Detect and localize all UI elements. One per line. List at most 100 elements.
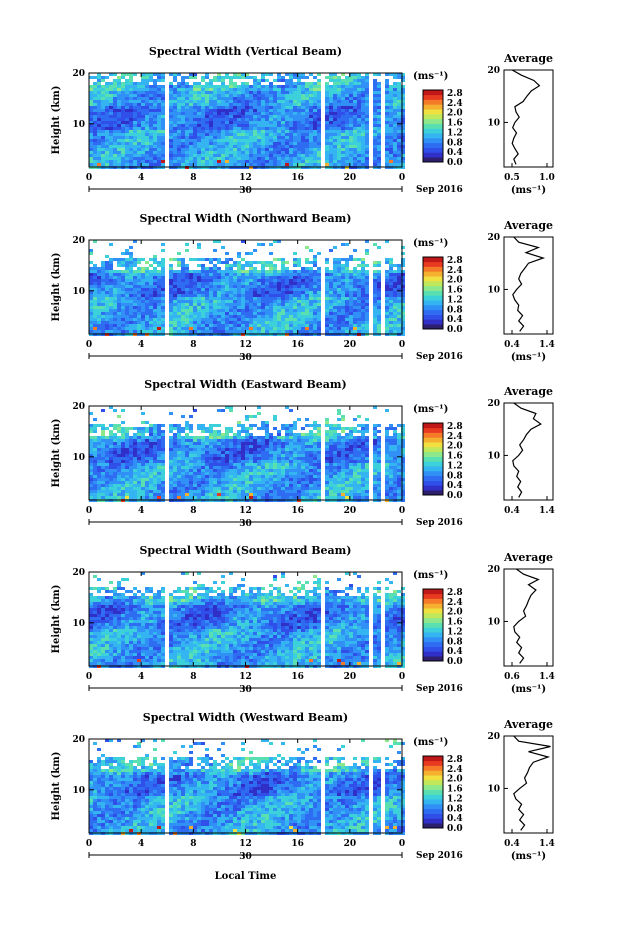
heatmap-cell <box>297 303 301 306</box>
heatmap-cell <box>97 282 101 285</box>
heatmap-cell <box>145 267 149 270</box>
heatmap-cell <box>305 324 309 327</box>
heatmap-cell <box>153 327 157 330</box>
heatmap-cell <box>329 163 333 166</box>
heatmap-cell <box>333 306 337 309</box>
heatmap-cell <box>157 112 161 115</box>
heatmap-cell <box>293 282 297 285</box>
heatmap-cell <box>129 487 133 490</box>
heatmap-cell <box>205 115 209 118</box>
heatmap-cell <box>393 306 397 309</box>
heatmap-cell <box>373 85 377 88</box>
heatmap-cell <box>297 103 301 106</box>
heatmap-cell <box>241 297 245 300</box>
heatmap-cell <box>97 457 101 460</box>
heatmap-cell <box>193 94 197 97</box>
heatmap-cell <box>121 309 125 312</box>
heatmap-cell <box>285 130 289 133</box>
heatmap-cell <box>133 160 137 163</box>
heatmap-cell <box>189 466 193 469</box>
heatmap-cell <box>189 297 193 300</box>
heatmap-cell <box>201 282 205 285</box>
heatmap-cell <box>189 154 193 157</box>
heatmap-cell <box>117 442 121 445</box>
heatmap-cell <box>281 94 285 97</box>
heatmap-cell <box>309 309 313 312</box>
heatmap-cell <box>325 300 329 303</box>
heatmap-cell <box>305 106 309 109</box>
heatmap-cell <box>129 157 133 160</box>
heatmap-cell <box>281 139 285 142</box>
heatmap-cell <box>253 291 257 294</box>
heatmap-cell <box>277 163 281 166</box>
heatmap-cell <box>221 136 225 139</box>
heatmap-cell <box>109 424 113 427</box>
heatmap-cell <box>253 97 257 100</box>
heatmap-cell <box>301 130 305 133</box>
heatmap-cell <box>289 288 293 291</box>
heatmap-cell <box>265 297 269 300</box>
heatmap-cell <box>397 321 401 324</box>
heatmap-cell <box>253 276 257 279</box>
heatmap-cell <box>393 142 397 145</box>
heatmap-cell <box>201 264 205 267</box>
heatmap-cell <box>249 267 253 270</box>
heatmap-cell <box>281 145 285 148</box>
heatmap-cell <box>177 466 181 469</box>
heatmap-cell <box>97 493 101 496</box>
heatmap-cell <box>229 142 233 145</box>
heatmap-cell <box>173 436 177 439</box>
heatmap-cell <box>117 82 121 85</box>
heatmap-cell <box>401 94 405 97</box>
heatmap-cell <box>313 91 317 94</box>
heatmap-cell <box>345 160 349 163</box>
heatmap-cell <box>153 91 157 94</box>
heatmap-cell <box>105 463 109 466</box>
heatmap-cell <box>149 91 153 94</box>
heatmap-cell <box>189 163 193 166</box>
heatmap-cell <box>161 493 165 496</box>
heatmap-cell <box>109 306 113 309</box>
heatmap-cell <box>189 457 193 460</box>
heatmap-cell <box>245 151 249 154</box>
panel-title: Spectral Width (Vertical Beam) <box>149 45 342 58</box>
heatmap-cell <box>193 160 197 163</box>
heatmap-cell <box>193 442 197 445</box>
heatmap-cell <box>125 124 129 127</box>
heatmap-cell <box>89 267 93 270</box>
heatmap-cell <box>121 445 125 448</box>
heatmap-cell <box>373 306 377 309</box>
heatmap-cell <box>225 142 229 145</box>
heatmap-cell <box>385 97 389 100</box>
heatmap-cell <box>313 270 317 273</box>
heatmap-cell <box>97 267 101 270</box>
heatmap-cell <box>157 481 161 484</box>
heatmap-cell <box>317 124 321 127</box>
heatmap-cell <box>361 136 365 139</box>
heatmap-cell <box>217 139 221 142</box>
heatmap-cell <box>345 318 349 321</box>
heatmap-cell <box>145 439 149 442</box>
heatmap-cell <box>285 312 289 315</box>
heatmap-cell <box>353 97 357 100</box>
heatmap-cell <box>285 139 289 142</box>
heatmap-cell <box>281 309 285 312</box>
heatmap-cell <box>145 142 149 145</box>
heatmap-cell <box>265 103 269 106</box>
heatmap-cell <box>305 282 309 285</box>
colorbar-swatch <box>423 114 443 120</box>
heatmap-cell <box>293 142 297 145</box>
heatmap-cell <box>133 118 137 121</box>
heatmap-cell <box>181 291 185 294</box>
heatmap-cell <box>181 321 185 324</box>
heatmap-cell <box>309 261 313 264</box>
heatmap-cell <box>397 76 401 79</box>
heatmap-cell <box>253 136 257 139</box>
heatmap-cell <box>109 163 113 166</box>
heatmap-cell <box>117 469 121 472</box>
heatmap-cell <box>89 291 93 294</box>
heatmap-cell <box>237 124 241 127</box>
heatmap-cell <box>97 109 101 112</box>
heatmap-cell <box>129 154 133 157</box>
heatmap-cell <box>97 100 101 103</box>
